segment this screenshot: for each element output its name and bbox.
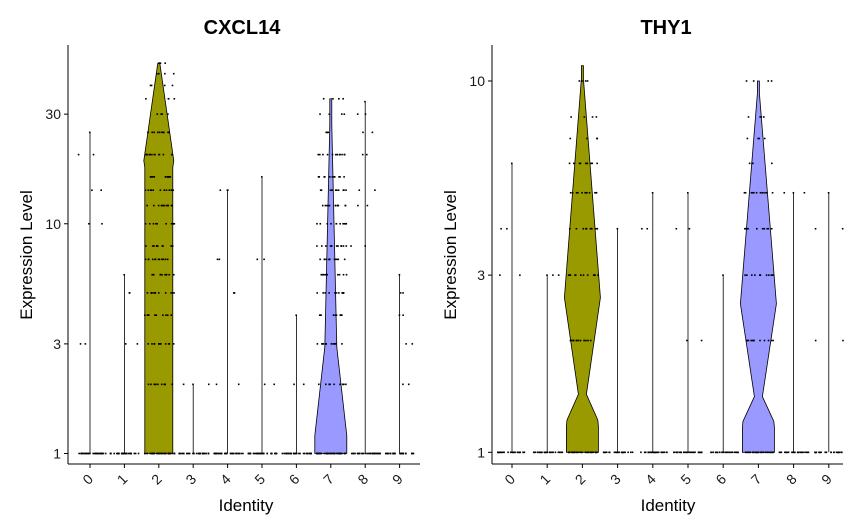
violin-3 [602,227,634,454]
violin-2 [143,62,176,455]
violin-6 [281,314,312,455]
violin-0 [77,131,107,455]
violin-body [314,98,348,454]
jitter-points [178,383,210,455]
jitter-points [743,80,774,454]
jitter-points [567,80,599,454]
violin-layer [497,65,844,454]
x-tick-label: 4 [217,471,234,488]
jitter-points [143,62,176,455]
violin-body [143,62,175,454]
jitter-points [673,191,703,454]
jitter-points [602,227,634,454]
violin-9 [814,191,844,454]
x-tick-label: 2 [148,471,165,488]
jitter-points [350,100,381,455]
violin-body [739,80,777,453]
panel-cxcl14: CXCL14 Identity Expression Level 131030 … [17,17,420,515]
x-tick-label: 1 [114,471,131,488]
violin-1 [109,273,140,455]
x-tick-label: 9 [389,471,406,488]
x-tick-label: 9 [818,471,835,488]
jitter-points [315,97,348,455]
jitter-points [497,162,526,454]
violin-9 [384,273,415,455]
violin-5 [673,191,703,454]
violin-4 [213,189,244,455]
violin-body [563,65,601,453]
chart-title: CXCL14 [204,17,282,39]
violin-0 [497,162,526,454]
y-tick-label: 1 [53,445,61,461]
x-tick-label: 1 [536,471,553,488]
x-tick-label: 7 [748,471,765,488]
jitter-points [213,189,244,455]
y-tick-label: 30 [45,106,61,122]
jitter-points [778,191,810,454]
violin-3 [178,383,210,455]
violin-7 [739,80,777,454]
y-ticks: 1 3 10 30 [45,106,68,461]
jitter-points [281,314,312,455]
y-tick-label: 3 [53,336,61,352]
x-tick-label: 8 [783,471,800,488]
x-tick-label: 5 [677,471,694,488]
x-tick-label: 2 [572,471,589,488]
x-tick-label: 6 [286,471,303,488]
x-axis-title: Identity [641,496,696,515]
jitter-points [384,273,415,455]
x-tick-label: 7 [320,471,337,488]
jitter-points [532,274,564,454]
x-tick-label: 3 [607,471,624,488]
y-tick-label: 10 [469,73,485,89]
x-tick-label: 0 [79,471,96,488]
y-ticks: 1 3 10 [469,73,492,460]
jitter-points [814,191,844,454]
x-tick-label: 3 [182,471,199,488]
violin-4 [640,191,668,454]
violin-8 [350,100,381,455]
violin-2 [563,65,601,454]
violin-5 [247,176,278,455]
violin-7 [314,97,348,455]
jitter-points [77,131,107,455]
violin-6 [710,274,739,454]
chart-title: THY1 [640,17,691,39]
y-tick-label: 3 [477,267,485,283]
y-axis-title: Expression Level [17,190,36,319]
x-axis-title: Identity [219,496,274,515]
y-tick-label: 1 [477,444,485,460]
x-tick-label: 6 [712,471,729,488]
violin-8 [778,191,810,454]
jitter-points [640,191,668,454]
x-tick-label: 8 [354,471,371,488]
x-tick-label: 4 [642,471,659,488]
violin-1 [532,274,564,454]
x-tick-label: 0 [501,471,518,488]
x-tick-label: 5 [251,471,268,488]
y-axis-title: Expression Level [441,190,460,319]
jitter-points [109,273,140,455]
violin-layer [77,62,415,455]
x-ticks: 0 1 2 3 4 5 6 7 8 9 [501,464,835,488]
jitter-points [710,274,739,454]
y-tick-label: 10 [45,216,61,232]
jitter-points [247,176,278,455]
